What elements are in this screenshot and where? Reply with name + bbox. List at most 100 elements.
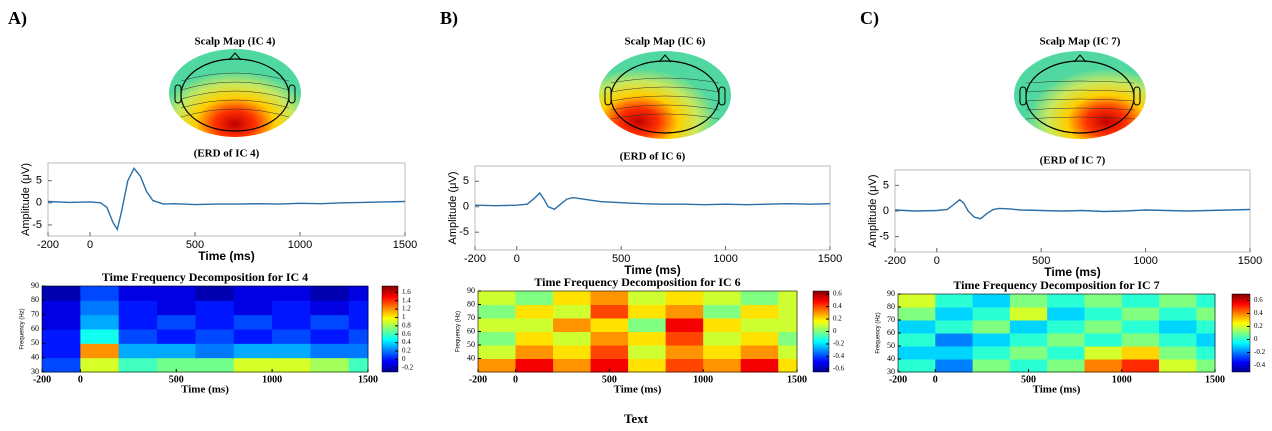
tf-cell <box>118 300 158 316</box>
tf-cell <box>665 358 704 373</box>
y-axis-label: Frequency (Hz) <box>20 308 26 349</box>
panel-label: A) <box>8 8 27 29</box>
tf-cell <box>80 314 120 330</box>
scalp-map <box>599 51 731 139</box>
tf-cell <box>157 343 196 359</box>
tf-cell <box>553 358 592 373</box>
tf-cell <box>665 345 704 359</box>
tf-cell <box>1121 346 1160 360</box>
y-tick-label: 70 <box>467 313 475 322</box>
colorbar-tick-label: 0 <box>833 327 837 335</box>
y-tick-label: 80 <box>31 295 39 304</box>
tf-cell <box>553 304 592 319</box>
tf-cell <box>118 314 158 330</box>
tf-cell <box>348 314 369 330</box>
tf-cell <box>1084 320 1123 334</box>
tf-cell <box>740 304 779 319</box>
tf-cell <box>778 331 798 346</box>
tf-cell <box>157 286 196 301</box>
y-tick-label: 60 <box>31 324 39 333</box>
colorbar-tick-label: 0.4 <box>402 338 411 346</box>
tf-cell <box>1121 320 1160 334</box>
panel-label: B) <box>440 8 458 29</box>
colorbar-tick-label: 0.6 <box>402 330 411 338</box>
tf-cell <box>935 307 974 321</box>
y-tick-label: 90 <box>31 281 39 290</box>
ear <box>1133 86 1141 106</box>
tf-cell <box>1009 320 1048 334</box>
tf-cell <box>478 358 517 373</box>
tf-cell <box>1084 294 1123 308</box>
tf-cell <box>1084 307 1123 321</box>
tf-cell <box>665 304 704 319</box>
tf-cell <box>628 358 667 373</box>
tf-cell <box>628 345 667 359</box>
colorbar <box>1231 293 1251 373</box>
tf-cell <box>233 329 273 344</box>
tf-cell <box>310 329 350 344</box>
x-axis-label: Time (ms) <box>198 249 254 263</box>
tf-cell <box>703 318 742 332</box>
scalp-title: Scalp Map (IC 6) <box>625 36 706 48</box>
tf-cell <box>1047 320 1085 334</box>
tf-cell <box>1009 346 1048 360</box>
x-tick-label: 500 <box>602 374 617 385</box>
y-tick-label: 50 <box>887 341 895 350</box>
tf-cell <box>80 286 120 301</box>
tf-cell <box>703 345 742 359</box>
caption: Text <box>624 411 649 426</box>
tf-cell <box>740 345 779 359</box>
contour <box>610 95 720 102</box>
contour <box>180 108 290 118</box>
tf-cell <box>195 286 235 301</box>
tf-cell <box>1196 320 1216 334</box>
y-tick-label: 50 <box>31 338 39 347</box>
tf-cell <box>778 358 798 373</box>
tf-cell <box>740 331 779 346</box>
tf-cell <box>1047 333 1085 347</box>
contour <box>180 90 290 100</box>
colorbar-tick-label: 0.2 <box>402 347 411 355</box>
tf-cell <box>1084 333 1123 347</box>
x-tick-label: 500 <box>169 374 184 385</box>
tf-cell <box>1159 333 1197 347</box>
tf-cell <box>740 291 779 305</box>
colorbar-tick-label: 0.4 <box>1254 309 1263 317</box>
y-tick-label: 60 <box>887 328 895 337</box>
tf-cell <box>118 286 158 301</box>
tf-cell <box>478 318 517 332</box>
x-tick-label: 1000 <box>288 239 312 251</box>
tf-cell <box>42 357 81 373</box>
tf-cell <box>478 291 517 305</box>
tf-cell <box>972 359 1011 373</box>
x-tick-label: 1000 <box>693 374 713 385</box>
x-tick-label: 500 <box>1032 255 1050 267</box>
tf-cell <box>1196 294 1216 308</box>
contour <box>610 113 720 120</box>
tf-cell <box>233 343 273 359</box>
tf-cell <box>195 343 235 359</box>
colorbar-tick-label: 1.4 <box>402 296 411 304</box>
tf-cell <box>233 300 273 316</box>
y-tick-label: -5 <box>879 231 889 243</box>
tf-cell <box>935 294 974 308</box>
tf-cell <box>778 345 798 359</box>
tf-cell <box>272 357 311 373</box>
scalp-title: Scalp Map (IC 7) <box>1040 36 1121 48</box>
contour <box>180 72 290 82</box>
tf-cell <box>1159 320 1197 334</box>
tf-cell <box>118 329 158 344</box>
tf-cell <box>740 358 779 373</box>
tf-cell <box>1159 359 1197 373</box>
tf-cell <box>195 329 235 344</box>
colorbar-tick-label: -0.4 <box>1254 361 1266 369</box>
tf-cell <box>628 318 667 332</box>
tf-cell <box>233 314 273 330</box>
y-tick-label: 80 <box>887 302 895 311</box>
tf-cell <box>348 286 369 301</box>
y-tick-label: 40 <box>887 354 895 363</box>
tf-cell <box>233 286 273 301</box>
y-tick-label: 5 <box>36 175 42 187</box>
x-tick-label: 1000 <box>1133 255 1157 267</box>
tf-cell <box>628 331 667 346</box>
